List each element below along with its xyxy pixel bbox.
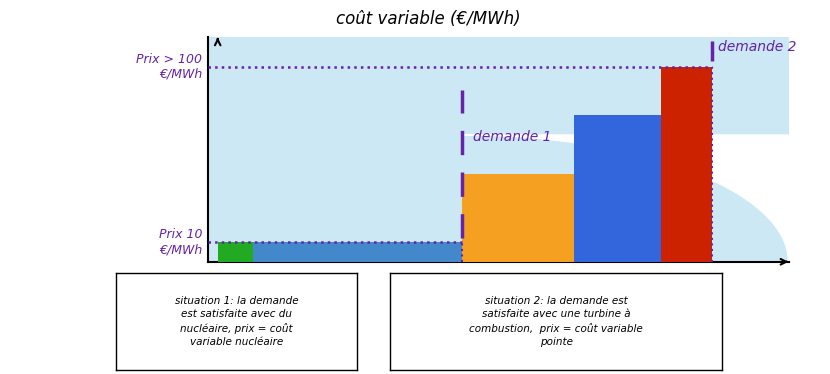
Text: Prix 10
€/MWh: Prix 10 €/MWh bbox=[159, 228, 203, 256]
Text: quantité (MWh): quantité (MWh) bbox=[433, 289, 563, 307]
Polygon shape bbox=[462, 135, 788, 262]
Text: demande 1: demande 1 bbox=[472, 130, 551, 144]
Text: Prix > 100
€/MWh: Prix > 100 €/MWh bbox=[136, 53, 203, 81]
Bar bbox=[574, 116, 661, 262]
Text: situation 2: la demande est
satisfaite avec une turbine à
combustion,  prix = co: situation 2: la demande est satisfaite a… bbox=[469, 296, 643, 347]
Bar bbox=[661, 67, 712, 262]
Text: situation 1: la demande
est satisfaite avec du
nucléaire, prix = coût
variable n: situation 1: la demande est satisfaite a… bbox=[175, 296, 298, 347]
Bar bbox=[217, 242, 253, 262]
Text: demande 2: demande 2 bbox=[718, 40, 797, 54]
Bar bbox=[253, 242, 462, 262]
Bar bbox=[462, 174, 574, 262]
Text: coût variable (€/MWh): coût variable (€/MWh) bbox=[336, 10, 520, 28]
